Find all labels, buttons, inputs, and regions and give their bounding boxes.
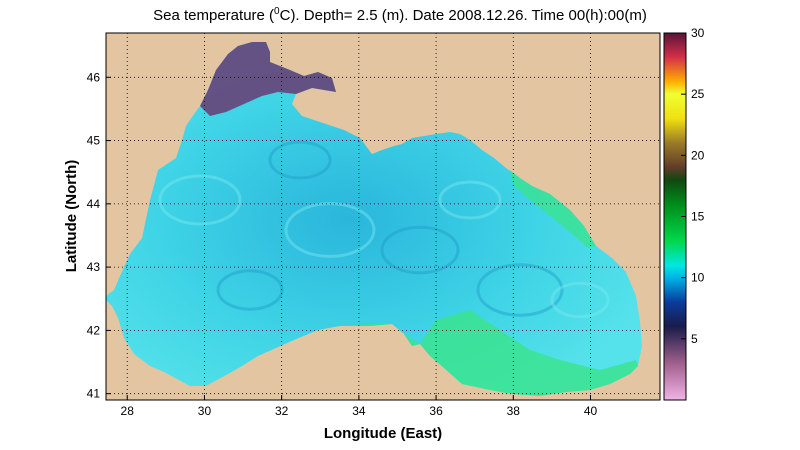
cold-northwest-shelf: [200, 42, 336, 116]
colorbar-tick-label: 30: [691, 26, 705, 40]
eddy: [476, 263, 564, 317]
x-tick-label: 40: [584, 404, 598, 418]
eddy: [158, 174, 242, 226]
y-axis-ticks: 41 42 43 44 45 46: [87, 70, 111, 401]
chart-title: Sea temperature (0C). Depth= 2.5 (m). Da…: [153, 6, 647, 24]
warm-eastern-strip: [510, 170, 596, 248]
y-tick-label: 44: [87, 197, 101, 211]
colorbar-tick-label: 5: [691, 332, 698, 346]
x-tick-label: 38: [507, 404, 521, 418]
y-axis-label: Latitude (North): [63, 160, 80, 272]
warm-southern-coast: [330, 310, 638, 396]
x-tick-label: 32: [275, 404, 289, 418]
y-tick-label: 41: [87, 387, 101, 401]
x-tick-label: 36: [429, 404, 443, 418]
y-tick-label: 43: [87, 260, 101, 274]
eddy: [380, 225, 460, 275]
plot-frame: [105, 32, 661, 401]
colorbar-tick-label: 25: [691, 87, 705, 101]
colorbar-tick-label: 20: [691, 148, 705, 162]
y-tick-label: 42: [87, 323, 101, 337]
y-tick-label: 45: [87, 134, 101, 148]
black-sea-water: [106, 42, 642, 396]
eddy: [438, 180, 502, 220]
colorbar-tick-label: 15: [691, 210, 705, 224]
eddy: [550, 281, 610, 319]
eddy: [268, 140, 332, 180]
grid-lines: [106, 33, 660, 400]
colorbar-ticks: 5 10 15 20 25 30: [681, 26, 705, 346]
x-tick-label: 34: [352, 404, 366, 418]
y-tick-label: 46: [87, 70, 101, 84]
colorbar-tick-label: 10: [691, 271, 705, 285]
x-axis-ticks: 28 30 32 34 36 38 40: [121, 395, 598, 418]
x-axis-label: Longitude (East): [324, 425, 442, 442]
x-tick-label: 28: [121, 404, 135, 418]
x-tick-label: 30: [198, 404, 212, 418]
